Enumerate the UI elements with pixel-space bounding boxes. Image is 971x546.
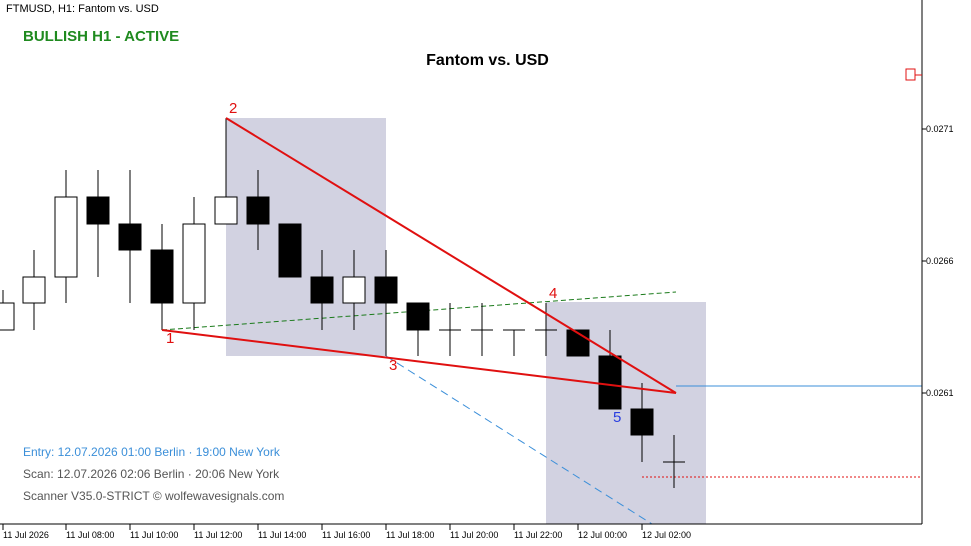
candle-bear	[310, 276, 334, 304]
x-ticks	[2, 524, 643, 530]
entry-info: Entry: 12.07.2026 01:00 Berlin · 19:00 N…	[23, 445, 280, 459]
x-tick-label: 11 Jul 2026	[3, 530, 49, 540]
x-tick-label: 12 Jul 02:00	[642, 530, 692, 540]
candle-bear	[598, 355, 622, 410]
candle-bear	[406, 302, 430, 331]
candles-group	[0, 118, 685, 488]
x-tick-label: 12 Jul 00:00	[578, 530, 628, 540]
candle-bear	[118, 223, 142, 251]
y-ticks	[922, 128, 926, 394]
candle-bull	[182, 223, 206, 304]
wave-point-2: 2	[229, 100, 238, 117]
wave-line-1-5	[161, 329, 677, 394]
candle-bull	[342, 276, 366, 304]
x-tick-label: 11 Jul 20:00	[450, 530, 499, 540]
wave-point-1: 1	[166, 330, 175, 347]
x-tick-label: 11 Jul 08:00	[66, 530, 115, 540]
scan-info: Scan: 12.07.2026 02:06 Berlin · 20:06 Ne…	[23, 467, 280, 481]
candle-bear	[246, 196, 270, 225]
y-tick-label: 0.0261	[926, 388, 954, 398]
wave-point-3: 3	[389, 357, 398, 374]
trendline-3-projection	[385, 355, 653, 525]
x-tick-label: 11 Jul 22:00	[514, 530, 563, 540]
candle-bull	[214, 196, 238, 225]
y-tick-label: 0.0271	[926, 124, 954, 134]
chart-title: Fantom vs. USD	[426, 52, 549, 69]
wave-point-5: 5	[613, 409, 622, 426]
square-marker-icon[interactable]	[905, 68, 916, 81]
zone-left	[226, 118, 386, 356]
wave-line-2-5	[225, 117, 677, 394]
candle-bull	[54, 196, 78, 278]
scanner-info: Scanner V35.0-STRICT © wolfewavesignals.…	[23, 489, 285, 503]
wave-point-4: 4	[549, 285, 558, 302]
x-tick-label: 11 Jul 10:00	[130, 530, 179, 540]
candle-bull	[0, 302, 15, 331]
candle-bear	[150, 249, 174, 304]
y-tick-label: 0.0266	[926, 256, 954, 266]
candle-bear	[630, 408, 654, 436]
symbol-label: FTMUSD, H1: Fantom vs. USD	[6, 3, 159, 15]
x-tick-label: 11 Jul 16:00	[322, 530, 371, 540]
candle-bear	[374, 276, 398, 304]
x-tick-label: 11 Jul 18:00	[386, 530, 435, 540]
x-tick-label: 11 Jul 12:00	[194, 530, 243, 540]
candle-bear	[86, 196, 110, 225]
x-tick-label: 11 Jul 14:00	[258, 530, 307, 540]
candle-bull	[22, 276, 46, 304]
status-label: BULLISH H1 - ACTIVE	[23, 28, 180, 45]
candle-bear	[278, 223, 302, 278]
